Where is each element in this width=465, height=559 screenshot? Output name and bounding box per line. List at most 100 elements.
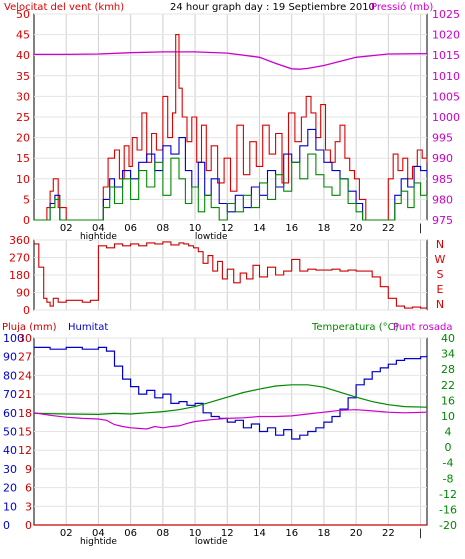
wind-series (34, 34, 428, 221)
humidity-y-tick-label: 50 (3, 426, 17, 439)
humidity-x-tick-label: 04 (92, 528, 105, 539)
direction-y-tick-label: 270 (9, 252, 30, 265)
temperature-y-tick-label: 28 (441, 363, 455, 376)
rain-y-tick-label: 6 (25, 482, 32, 495)
humidity-x-tick-label: | (419, 528, 422, 539)
direction-gridlines (34, 239, 427, 311)
wind-y-tick-label: 40 (16, 49, 30, 62)
humidity-x-tick-label: 20 (350, 528, 363, 539)
wind-y-tick-label: 10 (16, 173, 30, 186)
direction-series-line-0 (34, 241, 427, 309)
temperature-y-tick-label: 10 (441, 410, 455, 423)
humidity-x-tick-label: 14 (253, 528, 266, 539)
humidity-y-tick-label: 70 (3, 388, 17, 401)
humidity-x-tick-label: 02 (60, 528, 73, 539)
compass-label: N (436, 238, 444, 251)
humidity-x-tick-label: 22 (382, 528, 395, 539)
temperature-y-tick-label: 16 (441, 394, 455, 407)
compass-label: W (435, 253, 446, 266)
humidity-x-ticks: 02 04 06 08 10 12 14 16 18 20 22 | (60, 528, 422, 539)
wind-pressure-panel: Velocitat del vent (kmh) 24 hour graph d… (4, 1, 460, 242)
rain-y-tick-label: 12 (18, 444, 32, 457)
compass-label: N (436, 298, 444, 311)
humidity-x-tick-label: 12 (221, 528, 234, 539)
humidity-x-tick-label: 18 (318, 528, 331, 539)
rain-y-tick-label: 15 (18, 426, 32, 439)
wind-tide-labels: hightide lowtide (80, 232, 228, 242)
temperature-y-tick-label: -16 (439, 503, 457, 516)
direction-y-ticks: 0 90 180 270 360 (9, 234, 30, 317)
temperature-y-tick-label: -4 (443, 457, 454, 470)
wind-x-tick-label: 06 (124, 223, 137, 234)
humidity-y-tick-label: 30 (3, 463, 17, 476)
wind-x-tick-label: 14 (253, 223, 266, 234)
pressure-y-tick-label: 1015 (432, 49, 460, 62)
pressure-y-ticks: 975 980 985 990 995 1000 1005 1010 1015 1020 1025 (432, 8, 460, 227)
temperature-y-tick-label: -20 (439, 519, 457, 532)
temperature-axis-label: Temperatura (°C) (311, 322, 399, 333)
pressure-y-tick-label: 1000 (432, 111, 460, 124)
rain-y-tick-label: 9 (25, 463, 32, 476)
pressure-y-tick-label: 990 (432, 152, 453, 165)
humidity-series (33, 346, 428, 526)
humidity-tide-label: lowtide (195, 537, 228, 547)
humidity-y-ticks: 0 10 20 30 40 50 60 70 80 90 100 (3, 332, 24, 532)
wind-x-tick-label: 22 (382, 223, 395, 234)
wind-x-tick-label: 10 (189, 223, 202, 234)
wind-y-tick-label: 0 (23, 214, 30, 227)
direction-y-tick-label: 360 (9, 234, 30, 247)
humidity-series-line-1 (33, 384, 428, 416)
pressure-y-tick-label: 1010 (432, 70, 460, 83)
humidity-series-line-2 (33, 409, 428, 430)
wind-x-tick-label: 08 (156, 223, 169, 234)
pressure-y-tick-label: 1020 (432, 29, 460, 42)
wind-series-line-3 (34, 153, 428, 221)
wind-x-tick-label: 04 (92, 223, 105, 234)
humidity-x-tick-label: 10 (189, 528, 202, 539)
compass-label: E (437, 283, 444, 296)
humidity-y-tick-label: 40 (3, 444, 17, 457)
pressure-y-tick-label: 985 (432, 173, 453, 186)
wind-axis-label: Velocitat del vent (kmh) (4, 2, 124, 13)
humidity-tide-label: hightide (80, 537, 117, 547)
rain-y-ticks: 0 3 6 9 12 15 18 21 24 27 30 (18, 332, 32, 532)
temperature-y-tick-label: 34 (441, 348, 455, 361)
temperature-y-tick-label: -8 (443, 472, 454, 485)
temperature-y-ticks: -20 -16 -12 -8 -4 0 4 10 16 22 28 34 40 (439, 332, 457, 532)
wind-y-tick-label: 25 (16, 111, 30, 124)
wind-y-tick-label: 35 (16, 70, 30, 83)
direction-series (34, 241, 427, 309)
wind-y-tick-label: 20 (16, 132, 30, 145)
humidity-y-tick-label: 0 (3, 519, 10, 532)
humidity-x-tick-label: 06 (124, 528, 137, 539)
humidity-temperature-panel: Pluja (mm) Humitat Temperatura (°C) Punt… (2, 322, 457, 547)
pressure-axis-label: Pressió (mb) (371, 1, 433, 13)
rain-y-tick-label: 3 (25, 500, 32, 513)
wind-y-tick-label: 50 (16, 8, 30, 21)
humidity-x-tick-label: 08 (156, 528, 169, 539)
temperature-y-tick-label: 0 (445, 441, 452, 454)
wind-x-tick-label: 20 (350, 223, 363, 234)
direction-y-tick-label: 180 (9, 269, 30, 282)
wind-y-tick-label: 15 (16, 152, 30, 165)
humidity-y-tick-label: 80 (3, 369, 17, 382)
compass-label: S (437, 268, 444, 281)
wind-x-ticks: 02 04 06 08 10 12 14 16 18 20 22 | (60, 223, 422, 234)
rain-y-tick-label: 27 (18, 351, 32, 364)
pressure-y-tick-label: 1005 (432, 90, 460, 103)
wind-x-tick-label: 12 (221, 223, 234, 234)
wind-y-tick-label: 45 (16, 29, 30, 42)
direction-y-tick-label: 90 (16, 287, 30, 300)
humidity-y-tick-label: 20 (3, 482, 17, 495)
humidity-tide-labels: hightide lowtide (80, 537, 228, 547)
pressure-y-tick-label: 980 (432, 193, 453, 206)
wind-x-tick-label: | (419, 223, 422, 234)
temperature-y-tick-label: 40 (441, 332, 455, 345)
temperature-y-tick-label: 4 (445, 426, 452, 439)
humidity-axis-label: Humitat (68, 322, 108, 333)
pressure-y-tick-label: 995 (432, 132, 453, 145)
humidity-y-tick-label: 100 (3, 332, 24, 345)
wind-x-tick-label: 18 (318, 223, 331, 234)
